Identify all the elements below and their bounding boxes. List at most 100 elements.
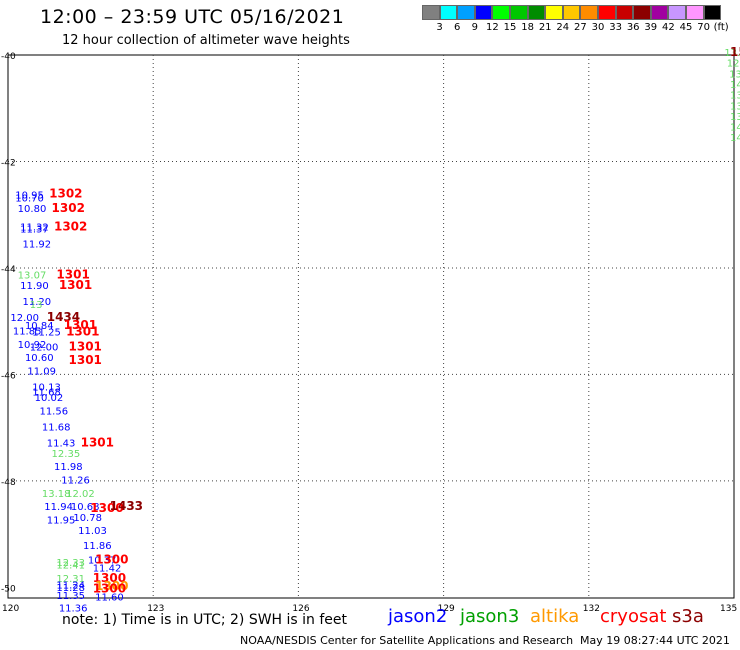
legend-label: 24	[556, 22, 570, 33]
wave-height-label: 11.35	[56, 591, 85, 602]
wave-height-label: 1302	[49, 187, 82, 201]
legend-label: 33	[609, 22, 622, 33]
footer-timestamp: May 19 08:27:44 UTC 2021	[580, 634, 730, 647]
legend-swatch	[650, 5, 669, 20]
wave-height-label: 1301	[69, 353, 102, 367]
footer-note: note: 1) Time is in UTC; 2) SWH is in fe…	[62, 612, 348, 628]
wave-height-label: 1300	[90, 501, 123, 515]
wave-height-label: 150	[730, 45, 740, 59]
wave-height-label: 1434	[47, 310, 80, 324]
wave-height-label: 11.68	[32, 388, 61, 399]
wave-height-label: 11.37	[20, 224, 49, 235]
wave-height-label: 12.00	[10, 313, 39, 324]
wave-height-label: 10.02	[35, 393, 64, 404]
wave-height-label: 12.33	[56, 558, 85, 569]
legend-label: 70	[697, 22, 710, 33]
legend-label: 15	[503, 22, 517, 33]
wave-height-label: 11.95	[47, 515, 76, 526]
wave-height-label: 13	[30, 300, 43, 311]
wave-height-label: 11.92	[23, 240, 52, 251]
legend-swatch	[509, 5, 528, 20]
wave-height-label: 10.80	[18, 204, 47, 215]
wave-height-label: 12.35	[52, 449, 81, 460]
wave-height-label: 10.60	[25, 353, 54, 364]
wave-height-label: 10.84	[25, 321, 54, 332]
wave-height-label: 11.60	[95, 593, 124, 604]
wave-height-label: 13.07	[18, 271, 47, 282]
legend-label: 42	[662, 22, 675, 33]
wave-height-label: 11.36	[59, 603, 88, 614]
wave-height-label: 13.83	[730, 101, 740, 112]
wave-height-label: 14.1	[730, 123, 740, 134]
wave-height-label: 14	[730, 133, 740, 144]
wave-height-label: 10.37	[88, 555, 117, 566]
satellite-key-cryosat: cryosat	[600, 606, 667, 627]
legend-label: 36	[626, 22, 640, 33]
lon-tick-label: 132	[583, 604, 600, 614]
color-legend	[422, 5, 722, 20]
wave-height-label: 14.32	[730, 80, 740, 91]
page-title: 12:00 – 23:59 UTC 05/16/2021	[40, 6, 345, 28]
wave-height-label: 11.56	[39, 406, 68, 417]
lon-tick-label: 129	[438, 604, 455, 614]
lon-tick-label: 126	[292, 604, 309, 614]
wave-height-label: 1301	[59, 278, 92, 292]
wave-height-label: 12.31	[56, 574, 85, 585]
lon-tick-label: 135	[720, 604, 737, 614]
satellite-key-altika: altika	[530, 606, 580, 627]
wave-height-label: 12.63	[727, 59, 740, 70]
wave-height-label: 10.70	[15, 193, 44, 204]
legend-swatch	[597, 5, 616, 20]
wave-height-label: 1301	[64, 318, 97, 332]
legend-label: 9	[471, 22, 478, 33]
legend-label: 39	[644, 22, 658, 33]
wave-height-label: 13.18	[42, 489, 71, 500]
legend-label: 21	[538, 22, 552, 33]
wave-height-label: 11.86	[83, 541, 112, 552]
wave-height-label: 11.32	[20, 223, 49, 234]
wave-height-label: 11.03	[78, 526, 107, 537]
legend-label: 30	[591, 22, 605, 33]
legend-swatch	[668, 5, 686, 20]
legend-swatch	[615, 5, 634, 20]
wave-height-label: 1302	[54, 220, 87, 234]
wave-height-label: 11.25	[32, 328, 61, 339]
wave-height-label: 11.42	[93, 563, 122, 574]
lon-tick-label: 120	[2, 604, 19, 614]
wave-height-label: 1301	[66, 325, 99, 339]
legend-label: 18	[521, 22, 534, 33]
map-grid	[8, 55, 734, 598]
satellite-key-s3a: s3a	[672, 606, 704, 627]
wave-height-label: 1433	[110, 499, 143, 513]
legend-swatch	[474, 5, 493, 20]
lat-tick-label: -40	[1, 52, 16, 62]
map-axis-labels: -40 -42 -44 -46 -48 -50 120 123 126 129 132 135	[1, 52, 737, 614]
footer-credit: NOAA/NESDIS Center for Satellite Applica…	[240, 634, 574, 647]
map-frame	[7, 54, 735, 599]
legend-label: 45	[679, 22, 693, 33]
wave-height-label: 1301	[81, 435, 114, 449]
legend-swatch	[703, 5, 722, 20]
wave-height-label: 11.90	[20, 281, 49, 292]
wave-height-label: 11.09	[27, 366, 56, 377]
wave-height-label: 10.78	[73, 513, 102, 524]
lat-tick-label: -48	[1, 478, 16, 488]
observations-layer: 13.0315012.6313.3214.3213.2813.8313.114.…	[10, 45, 740, 614]
legend-swatch	[457, 5, 475, 20]
wave-height-label: 1301	[69, 339, 102, 353]
wave-height-label: 13.03	[724, 48, 740, 59]
satellite-key-jason3: jason3	[460, 606, 520, 627]
lat-tick-label: -44	[1, 265, 16, 275]
wave-height-label: 12.41	[56, 561, 85, 572]
map-border	[7, 54, 735, 599]
wave-height-label: 11.68	[42, 422, 71, 433]
legend-swatch	[580, 5, 598, 20]
wave-height-label: 10.95	[15, 191, 44, 202]
lat-tick-label: -50	[1, 584, 16, 594]
satellite-key-jason2: jason2	[388, 606, 448, 627]
legend-label: (ft)	[713, 22, 729, 33]
wave-height-label: 10.13	[32, 382, 61, 393]
lat-tick-label: -46	[1, 371, 16, 381]
wave-height-label: 11.20	[23, 297, 52, 308]
